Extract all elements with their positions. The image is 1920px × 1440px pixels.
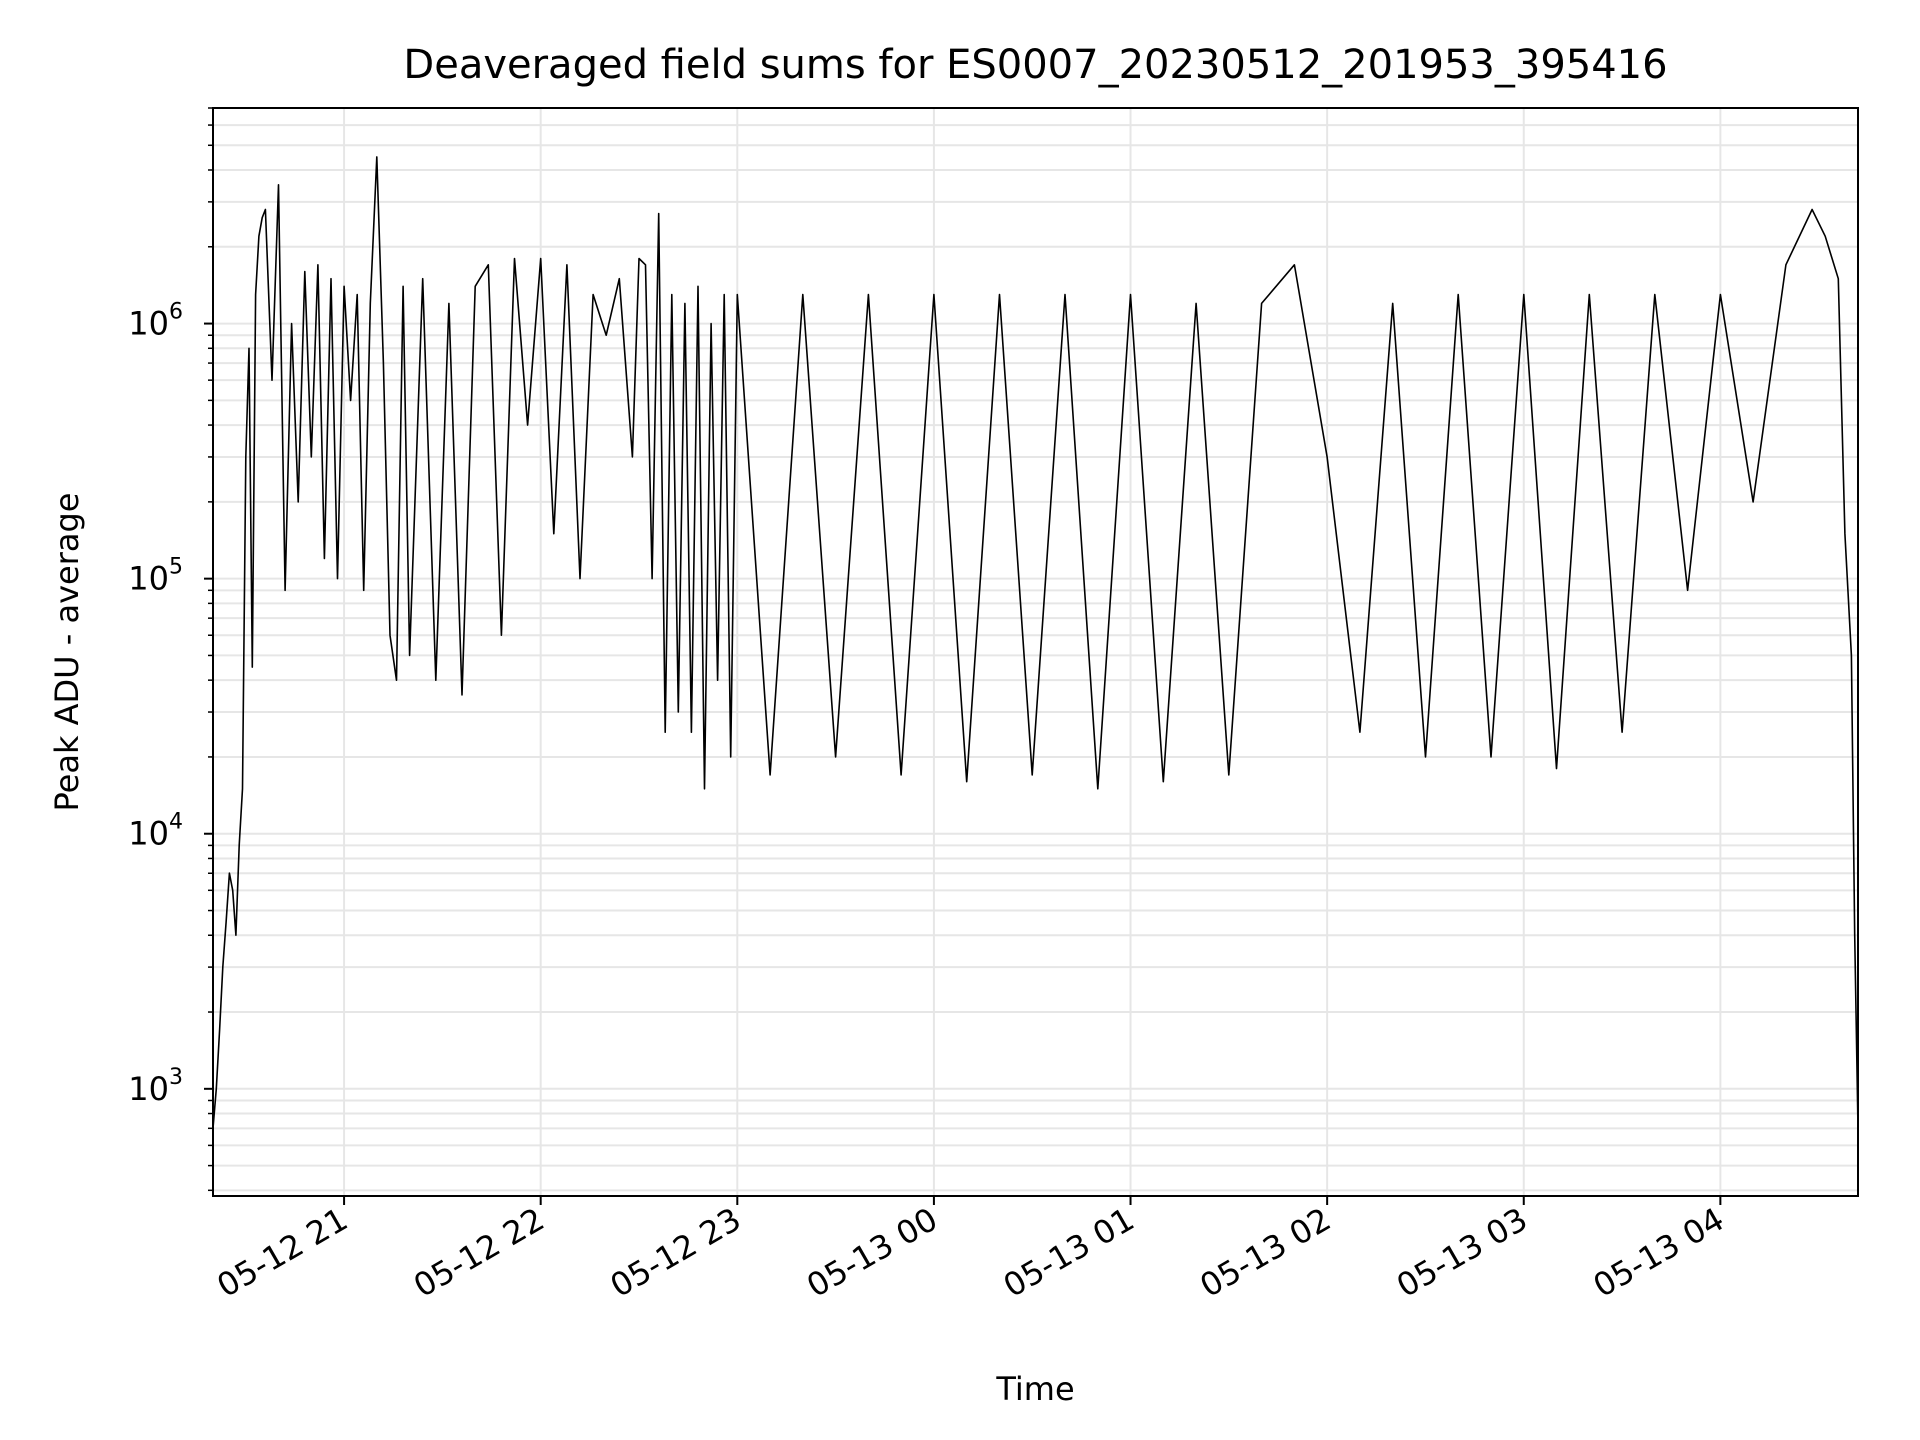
y-tick-label: 105 [128,555,183,598]
axes-frame [212,107,1859,1197]
x-axis-label: Time [995,1370,1074,1408]
y-tick-label: 104 [128,810,183,853]
grid-lines [213,107,1858,1196]
plot-area [213,156,1858,1129]
series-line-0 [213,156,1858,1129]
y-tick-label: 103 [128,1065,183,1108]
y-tick-label: 106 [128,300,183,343]
chart-title: Deaveraged field sums for ES0007_2023051… [403,42,1667,88]
y-axis-label: Peak ADU - average [48,493,86,812]
